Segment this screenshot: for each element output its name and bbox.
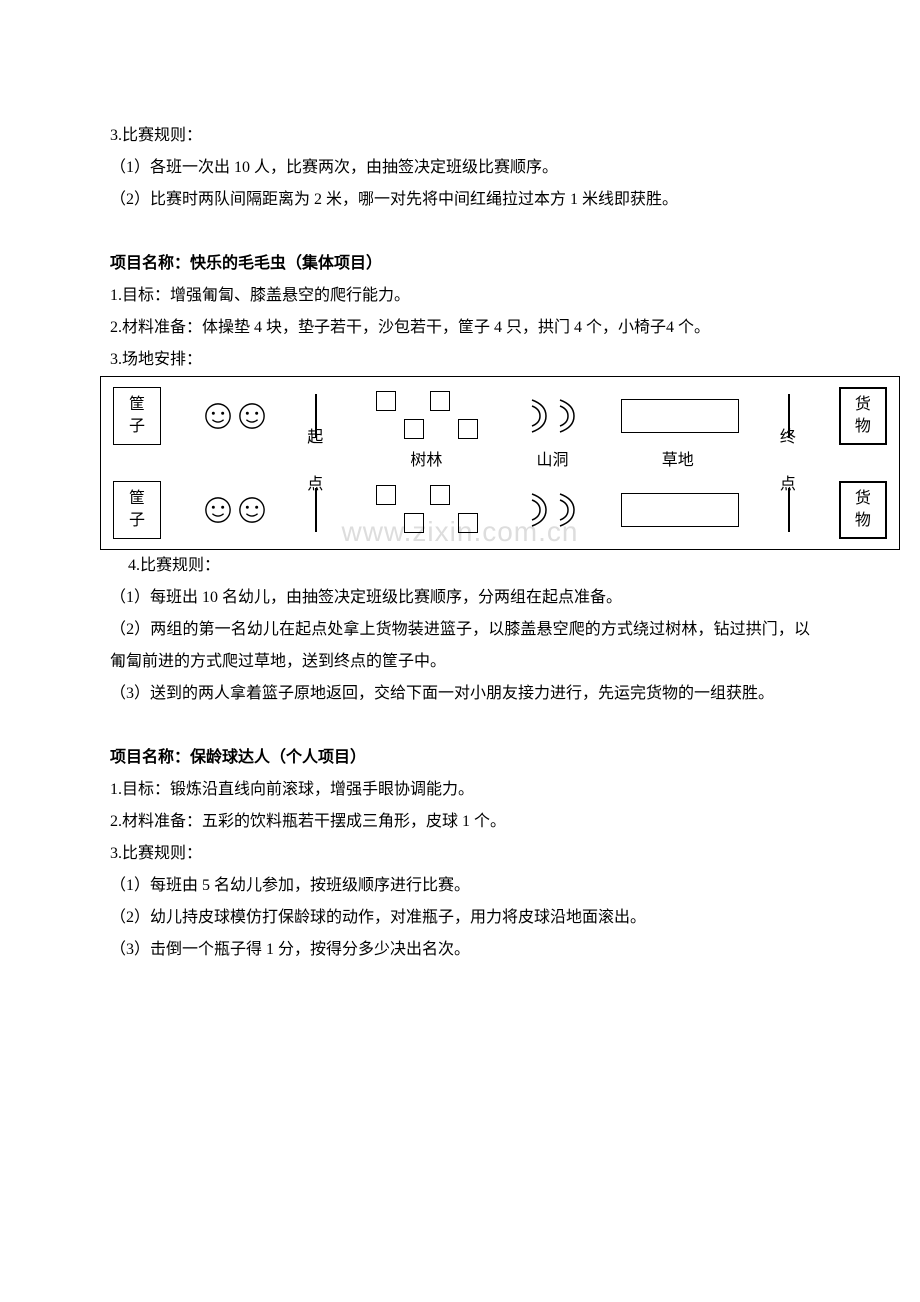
section3-rule1: （1）每班由 5 名幼儿参加，按班级顺序进行比赛。	[110, 870, 810, 902]
forest-obstacle	[366, 387, 486, 445]
section3-goal: 1.目标：锻炼沿直线向前滚球，增强手眼协调能力。	[110, 774, 810, 806]
diagram-wrapper: 筐 子	[110, 376, 810, 550]
diagram-row1: 筐 子	[113, 387, 887, 445]
layout-diagram: 筐 子	[100, 376, 900, 550]
section2-goal: 1.目标：增强匍匐、膝盖悬空的爬行能力。	[110, 280, 810, 312]
basket-box: 筐 子	[113, 481, 161, 539]
forest-label: 树林	[366, 445, 486, 477]
basket-box: 筐 子	[113, 387, 161, 445]
section2-rule2: （2）两组的第一名幼儿在起点处拿上货物装进篮子，以膝盖悬空爬的方式绕过树林，钻过…	[110, 614, 810, 678]
section2-rule1: （1）每班出 10 名幼儿，由抽签决定班级比赛顺序，分两组在起点准备。	[110, 582, 810, 614]
goods-char1: 货	[855, 394, 871, 416]
cave-obstacle	[528, 396, 578, 436]
goods-char2: 物	[855, 510, 871, 532]
smiley-icon	[204, 496, 232, 524]
diagram-labels-row: 起点 树林 山洞 草地 终点	[113, 441, 887, 481]
cave-icon	[556, 490, 578, 530]
cave-icon	[528, 490, 550, 530]
section3-rules-heading: 3.比赛规则：	[110, 838, 810, 870]
grass-area	[621, 399, 739, 433]
start-line	[315, 488, 317, 532]
forest-obstacle	[366, 481, 486, 539]
section1-rule1: （1）各班一次出 10 人，比赛两次，由抽签决定班级比赛顺序。	[110, 152, 810, 184]
goods-char1: 货	[855, 488, 871, 510]
basket-char2: 子	[129, 416, 145, 438]
basket-char1: 筐	[129, 394, 145, 416]
basket-char1: 筐	[129, 488, 145, 510]
cave-obstacle	[528, 490, 578, 530]
section2-layout: 3.场地安排：	[110, 344, 810, 376]
basket-char2: 子	[129, 510, 145, 532]
smiley-icon	[238, 496, 266, 524]
section3-title: 项目名称：保龄球达人（个人项目）	[110, 742, 810, 774]
section2-rule3: （3）送到的两人拿着篮子原地返回，交给下面一对小朋友接力进行，先运完货物的一组获…	[110, 678, 810, 710]
goods-box: 货 物	[839, 387, 887, 445]
section2-title: 项目名称：快乐的毛毛虫（集体项目）	[110, 248, 810, 280]
cave-icon	[528, 396, 550, 436]
section3-materials: 2.材料准备：五彩的饮料瓶若干摆成三角形，皮球 1 个。	[110, 806, 810, 838]
section1-rule2: （2）比赛时两队间隔距离为 2 米，哪一对先将中间红绳拉过本方 1 米线即获胜。	[110, 184, 810, 216]
goods-box: 货 物	[839, 481, 887, 539]
section3-rule2: （2）幼儿持皮球模仿打保龄球的动作，对准瓶子，用力将皮球沿地面滚出。	[110, 902, 810, 934]
section1-rules-heading: 3.比赛规则：	[110, 120, 810, 152]
section2-rules-heading: 4.比赛规则：	[128, 550, 810, 582]
grass-area	[621, 493, 739, 527]
grass-label: 草地	[619, 445, 737, 477]
goods-char2: 物	[855, 416, 871, 438]
cave-icon	[556, 396, 578, 436]
section3-rule3: （3）击倒一个瓶子得 1 分，按得分多少决出名次。	[110, 934, 810, 966]
document-content: 3.比赛规则： （1）各班一次出 10 人，比赛两次，由抽签决定班级比赛顺序。 …	[110, 120, 810, 966]
section2-materials: 2.材料准备：体操垫 4 块，垫子若干，沙包若干，筐子 4 只，拱门 4 个，小…	[110, 312, 810, 344]
smiley-icon	[238, 402, 266, 430]
smiley-icon	[204, 402, 232, 430]
diagram-row2: 筐 子	[113, 481, 887, 539]
smileys-group	[204, 402, 266, 430]
cave-label: 山洞	[528, 445, 578, 477]
end-line	[788, 488, 790, 532]
smileys-group	[204, 496, 266, 524]
